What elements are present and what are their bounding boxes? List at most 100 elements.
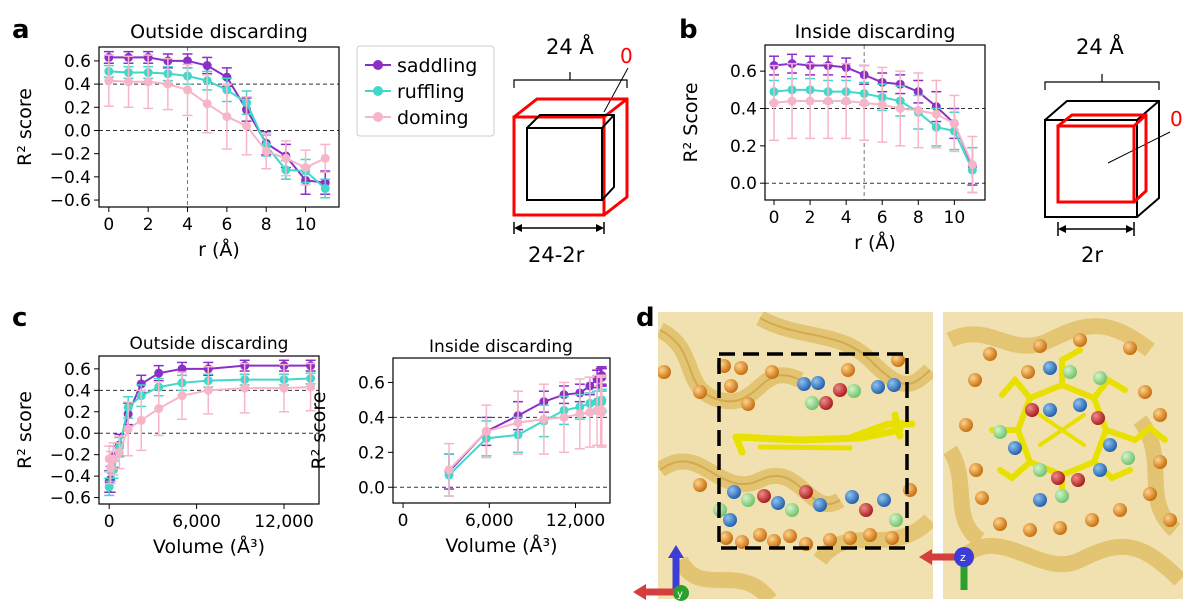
- schematic-outside-discarding: 24 Å 0 24-2r: [512, 33, 633, 267]
- legend-marker-doming: [373, 112, 383, 122]
- series-line-doming: [773, 100, 974, 165]
- x-tick-label: 6,000: [465, 511, 514, 531]
- legend-entry-saddling: saddling: [365, 55, 477, 77]
- data-point-doming: [320, 153, 330, 163]
- structure-panel: 2l: [633, 312, 1183, 601]
- y-tick-label: 0.6: [64, 52, 91, 72]
- data-point-doming: [301, 163, 311, 173]
- schematic-a-top-label: 24 Å: [546, 33, 594, 59]
- data-point-doming: [104, 76, 114, 86]
- y-tick-label: 0.0: [730, 174, 757, 194]
- chart-outside-discarding-volume: Outside discarding 0 6,000 12,000 −0.6−0.4−0…: [14, 334, 320, 558]
- plot-frame: [98, 46, 340, 208]
- series-doming: [104, 362, 316, 485]
- panel-label-c: c: [12, 303, 27, 333]
- chart-title: Outside discarding: [130, 21, 308, 43]
- protein-top-view: [943, 312, 1183, 599]
- x-tick-label: 12,000: [254, 512, 313, 532]
- data-point-doming: [240, 383, 250, 393]
- data-point-doming: [202, 99, 212, 109]
- x-tick-label: 2: [805, 208, 816, 228]
- data-point-doming: [306, 382, 316, 392]
- x-tick-label: 0: [103, 215, 114, 235]
- x-tick-label: 12,000: [546, 511, 605, 531]
- series-doming: [103, 54, 331, 186]
- data-point-doming: [183, 85, 193, 95]
- data-point-doming: [109, 454, 119, 464]
- data-point-doming: [261, 146, 271, 156]
- data-point-doming: [823, 96, 833, 106]
- schematic-a-bottom-arrow: [513, 222, 605, 234]
- inner-cube-red: [1056, 113, 1148, 204]
- data-point-doming: [787, 96, 797, 106]
- legend-label-doming: doming: [397, 107, 469, 129]
- x-tick-label: 0: [104, 512, 115, 532]
- data-point-doming: [895, 103, 905, 113]
- data-point-doming: [114, 448, 124, 458]
- chart-title: Inside discarding: [795, 21, 956, 43]
- panel-label-a: a: [12, 15, 30, 45]
- data-point-saddling: [222, 72, 232, 82]
- data-point-doming: [163, 79, 173, 89]
- data-point-doming: [931, 109, 941, 119]
- data-point-ruffling: [104, 482, 114, 492]
- series-ruffling: [444, 388, 607, 497]
- y-tick-label: −0.4: [50, 168, 91, 188]
- plot-frame: [98, 355, 320, 505]
- panel-label-b: b: [679, 15, 698, 45]
- x-axis-label: Volume (Å³): [153, 535, 265, 558]
- data-point-saddling: [154, 368, 164, 378]
- x-axis-label: r (Å): [854, 231, 896, 254]
- x-tick-label: 8: [913, 208, 924, 228]
- y-tick-label: 0.4: [730, 99, 757, 119]
- data-point-doming: [177, 391, 187, 401]
- data-point-doming: [203, 385, 213, 395]
- data-point-doming: [124, 77, 134, 87]
- legend-frame: [356, 45, 495, 137]
- data-point-doming: [143, 77, 153, 87]
- data-point-doming: [913, 105, 923, 115]
- x-tick-label: 10: [944, 208, 966, 228]
- plot-frame: [392, 357, 611, 504]
- y-tick-label: −0.4: [50, 467, 91, 487]
- series-ruffling: [769, 77, 978, 194]
- data-point-doming: [805, 96, 815, 106]
- data-point-doming: [769, 98, 779, 108]
- outer-cube-black: [1044, 100, 1160, 218]
- chart-title: Outside discarding: [130, 334, 289, 354]
- legend-label-ruffling: ruffling: [397, 81, 465, 103]
- x-tick-label: 8: [261, 215, 272, 235]
- y-tick-label: 0.2: [64, 98, 91, 118]
- x-tick-label: 6: [877, 208, 888, 228]
- inner-cube-black: [526, 114, 615, 201]
- data-point-doming: [222, 112, 232, 122]
- schematic-b-top-brace: [1044, 74, 1160, 90]
- protein-side-view: [658, 312, 933, 599]
- y-tick-label: 0.2: [730, 137, 757, 157]
- data-point-doming: [106, 463, 116, 473]
- data-point-doming: [154, 404, 164, 414]
- atoms-top: [959, 333, 1177, 537]
- heme-side: [732, 411, 916, 456]
- data-point-doming: [539, 414, 549, 424]
- series-line-saddling: [773, 62, 974, 167]
- schematic-b-top-label: 24 Å: [1076, 33, 1124, 59]
- data-point-doming: [444, 465, 454, 475]
- series-saddling: [444, 365, 607, 490]
- axes-triad-right: z: [919, 547, 974, 590]
- y-tick-label: −0.2: [50, 145, 91, 165]
- data-point-doming: [513, 418, 523, 428]
- y-axis-label: R² Score: [680, 82, 702, 162]
- data-point-doming: [859, 98, 869, 108]
- data-point-doming: [841, 96, 851, 106]
- axis-y-bead: [673, 585, 689, 601]
- y-tick-label: 0.0: [64, 121, 91, 141]
- legend-marker-saddling: [373, 60, 383, 70]
- axis-y-label: y: [677, 589, 683, 600]
- x-tick-label: 6,000: [172, 512, 221, 532]
- legend: saddling ruffling doming: [356, 45, 495, 137]
- schematic-b-bottom-label: 2r: [1081, 243, 1103, 267]
- data-point-doming: [575, 409, 585, 419]
- x-tick-label: 4: [841, 208, 852, 228]
